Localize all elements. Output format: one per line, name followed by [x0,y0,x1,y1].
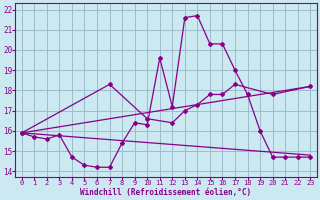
X-axis label: Windchill (Refroidissement éolien,°C): Windchill (Refroidissement éolien,°C) [80,188,252,197]
